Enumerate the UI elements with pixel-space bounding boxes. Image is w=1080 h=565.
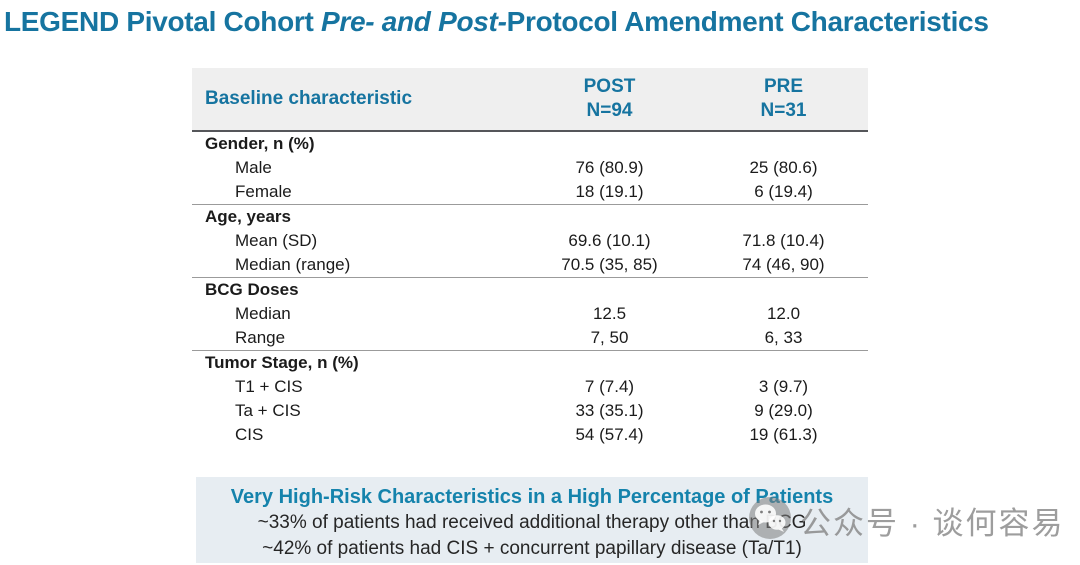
row-label: Range bbox=[235, 328, 286, 347]
row-label: CIS bbox=[235, 425, 264, 444]
table-section: Tumor Stage, n (%) T1 + CIS 7 (7.4) 3 (9.7)… bbox=[192, 350, 868, 447]
header-post-label: POST bbox=[583, 76, 636, 97]
section-header-row: Gender, n (%) bbox=[192, 132, 868, 156]
row-post-value: 69.6 (10.1) bbox=[568, 231, 651, 250]
row-label: Median bbox=[235, 304, 291, 323]
table-header-row: Baseline characteristic POST N=94 PRE N=… bbox=[192, 68, 868, 132]
row-post-value: 76 (80.9) bbox=[575, 158, 644, 177]
row-label: T1 + CIS bbox=[235, 377, 303, 396]
table-row: Male 76 (80.9) 25 (80.6) bbox=[192, 156, 868, 180]
row-post-value: 7 (7.4) bbox=[584, 377, 635, 396]
table-section: Gender, n (%) Male 76 (80.9) 25 (80.6) Femal… bbox=[192, 132, 868, 204]
row-post-value: 18 (19.1) bbox=[575, 182, 644, 201]
table-row: Female 18 (19.1) 6 (19.4) bbox=[192, 180, 868, 204]
header-pre-column: PRE N=31 bbox=[727, 75, 868, 123]
row-pre-value: 9 (29.0) bbox=[754, 401, 813, 420]
header-pre-label: PRE bbox=[763, 76, 804, 97]
row-pre-value: 12.0 bbox=[766, 304, 801, 323]
header-pre-n: N=31 bbox=[760, 100, 807, 121]
table-row: Ta + CIS 33 (35.1) 9 (29.0) bbox=[192, 399, 868, 423]
section-label: Age, years bbox=[205, 207, 291, 226]
table-row: Median 12.5 12.0 bbox=[192, 302, 868, 326]
row-label: Mean (SD) bbox=[235, 231, 318, 250]
header-post-n: N=94 bbox=[586, 100, 633, 121]
section-header-row: BCG Doses bbox=[192, 278, 868, 302]
baseline-characteristics-table: Baseline characteristic POST N=94 PRE N=… bbox=[192, 68, 868, 447]
table-row: Median (range) 70.5 (35, 85) 74 (46, 90) bbox=[192, 253, 868, 277]
row-pre-value: 74 (46, 90) bbox=[742, 255, 825, 274]
slide-title-prefix: LEGEND Pivotal Cohort bbox=[4, 6, 321, 37]
table-section: Age, years Mean (SD) 69.6 (10.1) 71.8 (10.4… bbox=[192, 204, 868, 277]
row-post-value: 7, 50 bbox=[590, 328, 629, 347]
row-pre-value: 25 (80.6) bbox=[749, 158, 818, 177]
row-post-value: 54 (57.4) bbox=[575, 425, 644, 444]
section-header-row: Age, years bbox=[192, 205, 868, 229]
table-row: CIS 54 (57.4) 19 (61.3) bbox=[192, 423, 868, 447]
section-header-row: Tumor Stage, n (%) bbox=[192, 351, 868, 375]
table-section: BCG Doses Median 12.5 12.0 Range 7, 50 6, 33 bbox=[192, 277, 868, 350]
row-label: Male bbox=[235, 158, 272, 177]
row-pre-value: 71.8 (10.4) bbox=[742, 231, 825, 250]
table-row: Mean (SD) 69.6 (10.1) 71.8 (10.4) bbox=[192, 229, 868, 253]
row-pre-value: 19 (61.3) bbox=[749, 425, 818, 444]
row-post-value: 70.5 (35, 85) bbox=[561, 255, 658, 274]
row-post-value: 12.5 bbox=[592, 304, 627, 323]
row-label: Ta + CIS bbox=[235, 401, 301, 420]
summary-line-1: ~33% of patients had received additional… bbox=[257, 512, 807, 533]
slide-title-suffix: Protocol Amendment Characteristics bbox=[506, 6, 989, 37]
row-pre-value: 6 (19.4) bbox=[754, 182, 813, 201]
table-row: T1 + CIS 7 (7.4) 3 (9.7) bbox=[192, 375, 868, 399]
row-pre-value: 3 (9.7) bbox=[758, 377, 809, 396]
summary-box: Very High-Risk Characteristics in a High… bbox=[196, 477, 868, 563]
row-label: Female bbox=[235, 182, 292, 201]
slide-title: LEGEND Pivotal Cohort Pre- and Post-Prot… bbox=[4, 4, 1078, 40]
summary-line-2: ~42% of patients had CIS + concurrent pa… bbox=[262, 538, 802, 559]
header-baseline-characteristic: Baseline characteristic bbox=[205, 88, 413, 109]
row-post-value: 33 (35.1) bbox=[575, 401, 644, 420]
header-post-column: POST N=94 bbox=[492, 75, 727, 123]
row-label: Median (range) bbox=[235, 255, 351, 274]
section-label: Gender, n (%) bbox=[205, 134, 315, 153]
table-body: Gender, n (%) Male 76 (80.9) 25 (80.6) Femal… bbox=[192, 132, 868, 447]
section-label: Tumor Stage, n (%) bbox=[205, 353, 359, 372]
section-label: BCG Doses bbox=[205, 280, 299, 299]
slide-title-italic: Pre- and Post- bbox=[320, 6, 507, 37]
table-row: Range 7, 50 6, 33 bbox=[192, 326, 868, 350]
row-pre-value: 6, 33 bbox=[764, 328, 803, 347]
summary-heading: Very High-Risk Characteristics in a High… bbox=[230, 486, 834, 508]
